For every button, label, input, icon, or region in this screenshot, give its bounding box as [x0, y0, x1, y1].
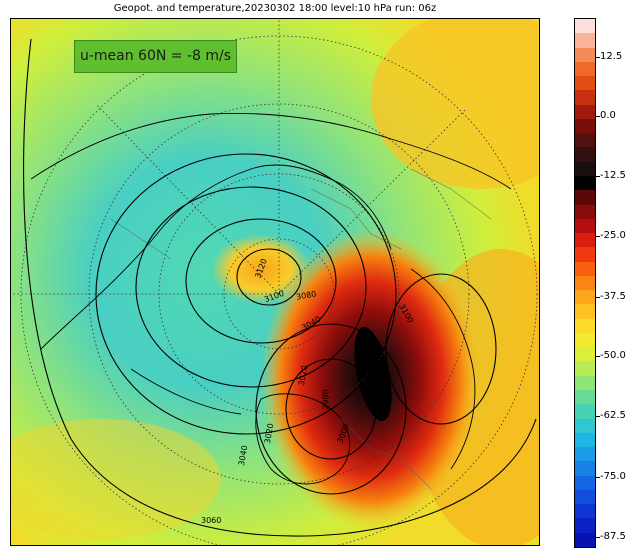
colorbar-segment — [575, 218, 595, 234]
colorbar-segment — [575, 47, 595, 63]
colorbar-segment — [575, 489, 595, 505]
colorbar-segment — [575, 390, 595, 405]
colorbar-tick-label: -37.5 — [600, 291, 626, 302]
colorbar — [574, 18, 596, 548]
borders — [110, 168, 492, 490]
colorbar-segment — [575, 76, 595, 91]
colorbar-tick-mark — [596, 176, 600, 177]
colorbar-segment — [575, 375, 595, 391]
colorbar-tick-mark — [596, 537, 600, 538]
colorbar-segment — [575, 532, 595, 548]
colorbar-segment — [575, 104, 595, 120]
colorbar-tick-mark — [596, 116, 600, 117]
colorbar-tick-mark — [596, 57, 600, 58]
colorbar-tick-mark — [596, 236, 600, 237]
map-svg — [11, 19, 539, 545]
colorbar-segment — [575, 418, 595, 434]
colorbar-tick-label: -75.0 — [600, 471, 626, 482]
colorbar-segment — [575, 518, 595, 534]
colorbar-segment — [575, 61, 595, 77]
colorbar-tick-mark — [596, 477, 600, 478]
colorbar-segment — [575, 19, 595, 34]
colorbar-segment — [575, 190, 595, 205]
colorbar-segment — [575, 161, 595, 177]
colorbar-segment — [575, 233, 595, 248]
colorbar-segment — [575, 347, 595, 362]
colorbar-segment — [575, 504, 595, 519]
colorbar-segment — [575, 332, 595, 348]
meridians — [11, 19, 467, 295]
colorbar-tick-mark — [596, 416, 600, 417]
contour-label: 3060 — [201, 516, 222, 525]
colorbar-segment — [575, 33, 595, 49]
colorbar-tick-mark — [596, 356, 600, 357]
colorbar-tick-label: -62.5 — [600, 410, 626, 421]
coastlines — [30, 112, 512, 485]
colorbar-segment — [575, 318, 595, 334]
colorbar-segment — [575, 90, 595, 106]
colorbar-segment — [575, 275, 595, 291]
colorbar-tick-label: 0.0 — [600, 110, 616, 121]
colorbar-tick-label: -25.0 — [600, 230, 626, 241]
colorbar-segment — [575, 247, 595, 263]
colorbar-tick-label: 12.5 — [600, 51, 623, 62]
colorbar-segment — [575, 133, 595, 148]
map-panel[interactable]: 3120 3100 3080 3040 3020 3000 2980 3100 … — [10, 18, 540, 546]
colorbar-segment — [575, 261, 595, 277]
colorbar-segment — [575, 475, 595, 491]
colorbar-tick-label: -12.5 — [600, 170, 626, 181]
colorbar-segment — [575, 461, 595, 477]
colorbar-segment — [575, 118, 595, 134]
contour-label: 2980 — [321, 389, 331, 410]
colorbar-segment — [575, 361, 595, 377]
colorbar-tick-label: -50.0 — [600, 350, 626, 361]
colorbar-segment — [575, 147, 595, 163]
colorbar-segment — [575, 447, 595, 462]
colorbar-tick-label: -87.5 — [600, 531, 626, 542]
geopotential-contours — [23, 38, 537, 537]
colorbar-segment — [575, 404, 595, 420]
colorbar-segment — [575, 432, 595, 448]
colorbar-tick-mark — [596, 297, 600, 298]
colorbar-segment — [575, 175, 595, 191]
colorbar-segment — [575, 204, 595, 220]
map-title: Geopot. and temperature,20230302 18:00 l… — [113, 3, 437, 14]
colorbar-segment — [575, 304, 595, 320]
colorbar-segment — [575, 290, 595, 305]
u-mean-annotation: u-mean 60N = -8 m/s — [74, 40, 237, 73]
